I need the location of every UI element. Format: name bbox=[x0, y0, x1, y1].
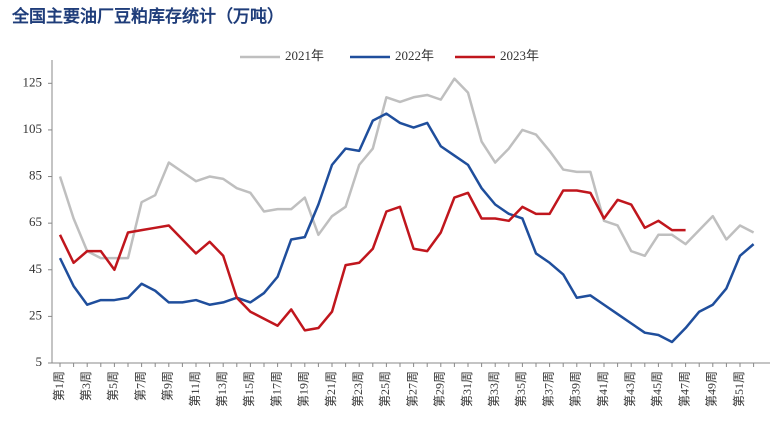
y-tick-label: 5 bbox=[36, 354, 43, 369]
x-tick-label: 第23周 bbox=[351, 371, 365, 407]
x-tick-label: 第47周 bbox=[677, 371, 691, 407]
x-tick-label: 第35周 bbox=[514, 371, 528, 407]
y-tick-label: 105 bbox=[23, 121, 43, 136]
x-tick-label: 第1周 bbox=[52, 371, 66, 401]
x-tick-label: 第11周 bbox=[188, 371, 202, 407]
x-tick-label: 第25周 bbox=[378, 371, 392, 407]
y-tick-label: 85 bbox=[29, 168, 42, 183]
x-tick-label: 第31周 bbox=[460, 371, 474, 407]
x-tick-label: 第3周 bbox=[79, 371, 93, 401]
series-line bbox=[58, 189, 686, 332]
x-tick-label: 第17周 bbox=[269, 371, 283, 407]
x-tick-label: 第7周 bbox=[133, 371, 147, 401]
x-tick-label: 第51周 bbox=[732, 371, 746, 407]
y-tick-label: 65 bbox=[29, 214, 42, 229]
x-tick-label: 第29周 bbox=[433, 371, 447, 407]
x-tick-label: 第19周 bbox=[297, 371, 311, 407]
x-tick-label: 第49周 bbox=[705, 371, 719, 407]
x-tick-label: 第27周 bbox=[405, 371, 419, 407]
legend-label: 2023年 bbox=[500, 48, 539, 63]
y-tick-label: 125 bbox=[23, 74, 43, 89]
legend-label: 2022年 bbox=[395, 48, 434, 63]
x-tick-label: 第15周 bbox=[242, 371, 256, 407]
series-line bbox=[58, 112, 755, 344]
x-tick-label: 第39周 bbox=[569, 371, 583, 407]
y-tick-label: 45 bbox=[29, 261, 42, 276]
x-tick-label: 第9周 bbox=[161, 371, 175, 401]
x-tick-label: 第45周 bbox=[650, 371, 664, 407]
x-tick-label: 第13周 bbox=[215, 371, 229, 407]
x-tick-label: 第33周 bbox=[487, 371, 501, 407]
x-tick-label: 第43周 bbox=[623, 371, 637, 407]
y-tick-label: 25 bbox=[29, 307, 42, 322]
x-tick-label: 第37周 bbox=[541, 371, 555, 407]
chart-title: 全国主要油厂豆粕库存统计（万吨） bbox=[11, 6, 284, 26]
x-tick-label: 第41周 bbox=[596, 371, 610, 407]
legend-label: 2021年 bbox=[285, 48, 324, 63]
series-line bbox=[58, 77, 755, 260]
x-tick-label: 第21周 bbox=[324, 371, 338, 407]
x-tick-label: 第5周 bbox=[106, 371, 120, 401]
